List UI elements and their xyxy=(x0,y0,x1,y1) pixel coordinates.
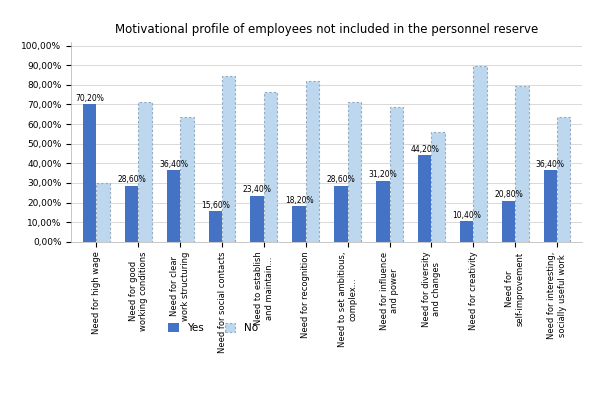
Bar xyxy=(222,76,235,242)
Bar xyxy=(125,186,138,242)
Bar xyxy=(347,102,361,242)
Text: 31,20%: 31,20% xyxy=(368,170,397,179)
Bar xyxy=(138,102,151,242)
Text: 28,60%: 28,60% xyxy=(117,175,146,184)
Bar xyxy=(376,181,390,242)
Text: 15,60%: 15,60% xyxy=(201,201,230,210)
Bar xyxy=(460,221,473,242)
Title: Motivational profile of employees not included in the personnel reserve: Motivational profile of employees not in… xyxy=(115,23,538,36)
Bar xyxy=(557,117,570,242)
Bar xyxy=(208,211,222,242)
Bar xyxy=(83,104,96,242)
Text: 10,40%: 10,40% xyxy=(452,211,481,220)
Bar xyxy=(180,117,194,242)
Bar xyxy=(167,171,180,242)
Text: 23,40%: 23,40% xyxy=(243,186,271,194)
Bar xyxy=(431,132,445,242)
Text: 36,40%: 36,40% xyxy=(536,160,565,169)
Text: 18,20%: 18,20% xyxy=(285,196,314,205)
Bar xyxy=(334,186,347,242)
Bar xyxy=(251,196,264,242)
Bar xyxy=(292,206,306,242)
Text: 44,20%: 44,20% xyxy=(410,145,439,153)
Bar xyxy=(544,171,557,242)
Bar xyxy=(515,86,529,242)
Bar xyxy=(502,201,515,242)
Bar xyxy=(418,155,431,242)
Bar xyxy=(306,81,319,242)
Text: 36,40%: 36,40% xyxy=(159,160,188,169)
Bar xyxy=(473,66,486,242)
Text: 70,20%: 70,20% xyxy=(75,93,104,103)
Bar xyxy=(96,183,110,242)
Bar xyxy=(390,107,403,242)
Legend: Yes, No: Yes, No xyxy=(169,323,258,333)
Bar xyxy=(264,92,277,242)
Text: 20,80%: 20,80% xyxy=(494,191,523,199)
Text: 28,60%: 28,60% xyxy=(327,175,355,184)
